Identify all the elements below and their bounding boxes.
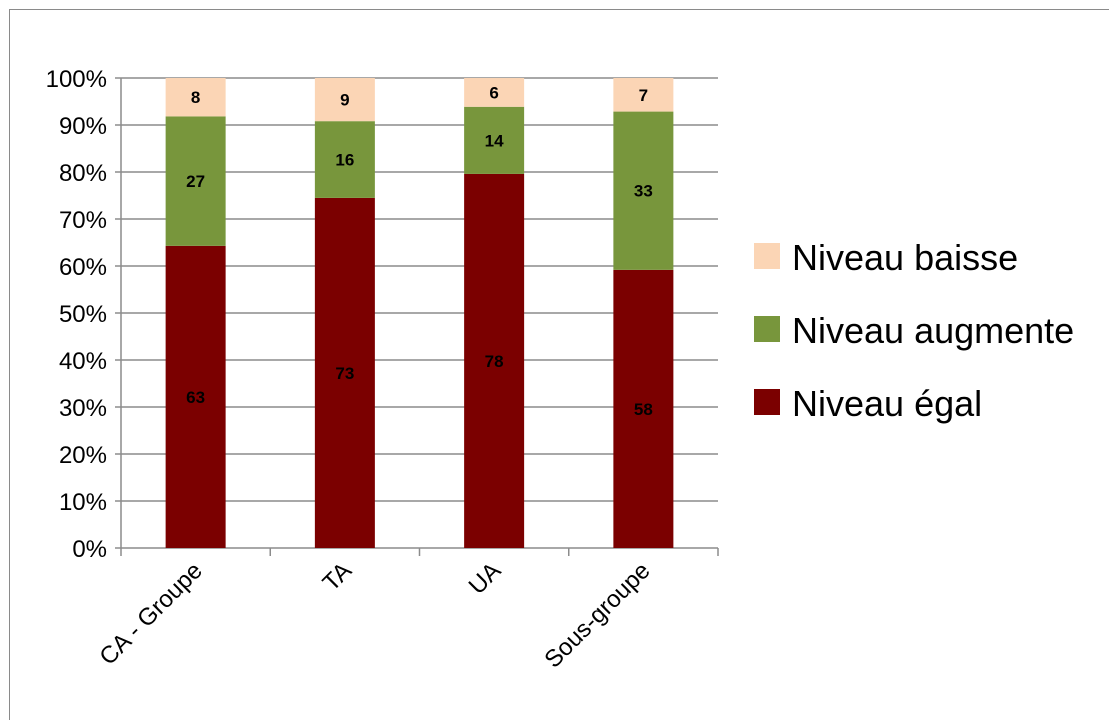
legend-label: Niveau baisse (792, 237, 1018, 278)
y-tick-label: 20% (59, 442, 107, 469)
category-label: TA (318, 557, 358, 597)
data-label: 63 (186, 388, 205, 407)
data-label: 8 (191, 88, 200, 107)
y-tick-label: 30% (59, 395, 107, 422)
legend: Niveau baisse Niveau augmente Niveau égal (754, 237, 1074, 424)
y-tick-label: 100% (46, 66, 107, 93)
data-label: 27 (186, 172, 205, 191)
data-label: 33 (634, 182, 653, 201)
legend-label: Niveau augmente (792, 310, 1074, 351)
y-tick-label: 60% (59, 254, 107, 281)
y-tick-label: 70% (59, 207, 107, 234)
legend-swatch (754, 316, 780, 342)
data-label: 58 (634, 400, 653, 419)
data-label: 78 (485, 352, 504, 371)
data-label: 14 (485, 131, 504, 150)
legend-swatch (754, 389, 780, 415)
data-label: 16 (335, 151, 354, 170)
legend-label: Niveau égal (792, 383, 982, 424)
y-tick-label: 50% (59, 301, 107, 328)
data-label: 73 (335, 364, 354, 383)
y-tick-label: 0% (72, 536, 107, 563)
y-tick-label: 10% (59, 489, 107, 516)
y-tick-label: 90% (59, 113, 107, 140)
legend-swatch (754, 243, 780, 269)
data-label: 7 (639, 86, 648, 105)
data-label: 6 (489, 83, 498, 102)
category-label: CA - Groupe (94, 557, 207, 670)
category-label: Sous-groupe (539, 557, 655, 673)
data-label: 9 (340, 91, 349, 110)
y-tick-label: 40% (59, 348, 107, 375)
y-tick-label: 80% (59, 160, 107, 187)
category-label: UA (464, 557, 507, 600)
